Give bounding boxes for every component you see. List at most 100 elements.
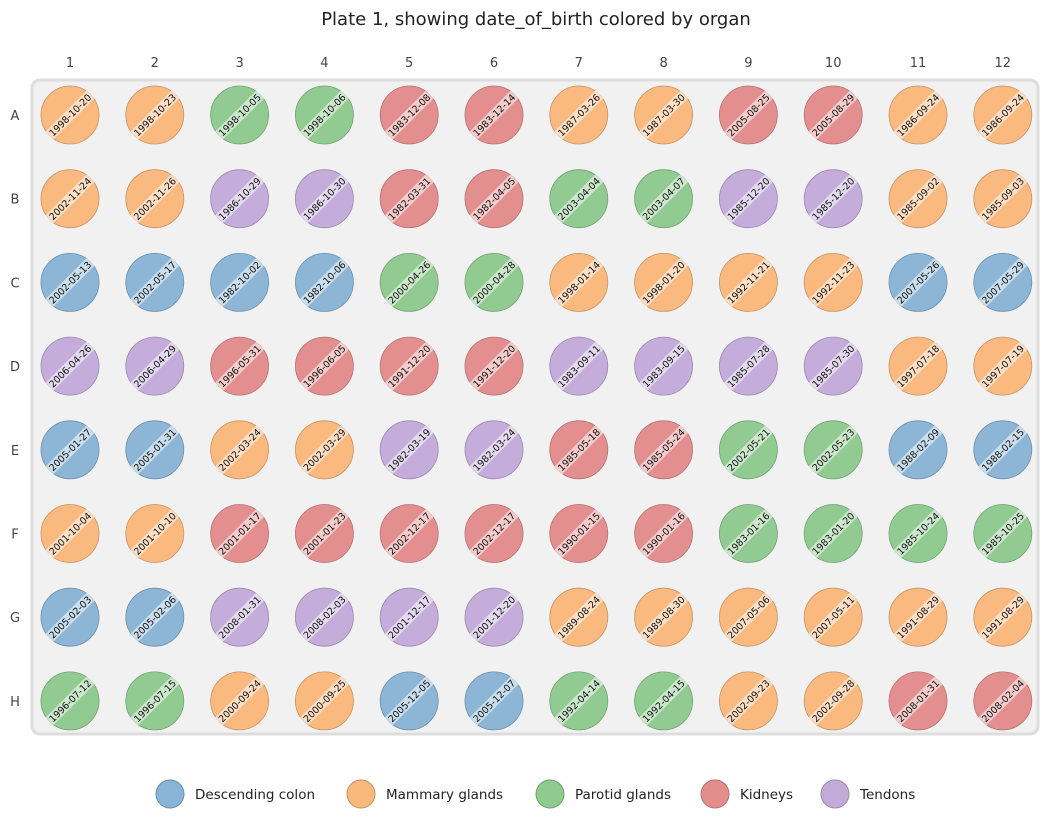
well-label-band: [978, 592, 1028, 642]
well-label-band: [723, 257, 774, 308]
column-label: 5: [405, 56, 413, 71]
well: 2002-09-28: [803, 671, 863, 731]
well: 2002-12-17: [379, 504, 439, 563]
well: 1985-09-03: [973, 169, 1033, 229]
well: 2001-01-17: [210, 504, 270, 563]
well-label-band: [384, 508, 434, 559]
well-label-band: [214, 508, 265, 559]
well: 2002-05-23: [803, 420, 863, 480]
row-label: C: [10, 276, 19, 291]
well: 2003-04-04: [549, 169, 609, 229]
well-label-band: [384, 173, 434, 224]
well-label-band: [723, 676, 774, 726]
well: 1985-12-20: [719, 169, 778, 229]
wells: 1998-10-20 1998-10-23 1998-10-05 1998-10-06…: [40, 85, 1033, 731]
well-label-band: [723, 90, 774, 140]
well: 1992-11-21: [719, 252, 778, 312]
well-label-band: [45, 173, 95, 224]
well: 2008-01-31: [210, 587, 270, 647]
well: 2007-05-29: [973, 252, 1033, 312]
well-label-band: [808, 341, 858, 391]
well: 1998-10-05: [210, 85, 270, 145]
well-label-band: [638, 676, 689, 726]
well-label-band: [469, 508, 519, 559]
legend-item: Tendons: [820, 779, 915, 809]
well: 1998-01-14: [549, 252, 609, 312]
well: 2002-05-21: [719, 420, 778, 480]
column-label: 1: [66, 56, 74, 71]
well-label-band: [45, 508, 95, 559]
well-label-band: [214, 676, 265, 726]
well: 2005-12-05: [379, 671, 439, 731]
well: 2005-02-06: [125, 587, 185, 647]
row-labels: A B C D E F G H: [10, 109, 20, 710]
well-label-band: [808, 90, 858, 140]
row-label: A: [11, 109, 20, 124]
well: 1987-03-26: [549, 85, 609, 145]
well: 1986-09-24: [973, 85, 1033, 145]
well: 1996-06-05: [294, 336, 354, 396]
well-label-band: [299, 90, 350, 140]
well: 2007-05-06: [719, 587, 778, 647]
well: 1982-03-19: [379, 420, 439, 480]
well-label-band: [638, 341, 689, 391]
well: 1988-02-15: [973, 420, 1033, 480]
well: 1985-10-24: [888, 504, 948, 563]
well-label-band: [554, 90, 604, 140]
well: 2005-01-31: [125, 420, 185, 480]
well-label-band: [893, 173, 943, 224]
well: 1998-01-20: [634, 252, 693, 312]
well-label-band: [978, 425, 1028, 475]
well-label-band: [554, 676, 604, 726]
well-label-band: [130, 592, 180, 642]
well-label-band: [808, 508, 858, 559]
well: 2008-02-04: [973, 671, 1033, 731]
column-label: 11: [910, 56, 927, 71]
well: 2007-05-26: [888, 252, 948, 312]
well: 1985-12-20: [803, 169, 863, 229]
well-label-band: [469, 90, 519, 140]
well: 1990-01-15: [549, 504, 609, 563]
well: 1991-08-29: [888, 587, 948, 647]
well-label-band: [214, 90, 265, 140]
well: 2006-04-26: [40, 336, 100, 396]
well-label-band: [554, 592, 604, 642]
well: 1983-09-15: [634, 336, 693, 396]
well: 1996-07-15: [125, 671, 185, 731]
well: 1983-12-08: [379, 85, 439, 145]
well-label-band: [638, 425, 689, 475]
column-label: 2: [151, 56, 159, 71]
well-label-band: [469, 173, 519, 224]
well: 2001-12-20: [464, 587, 524, 647]
well-label-band: [299, 173, 350, 224]
column-label: 7: [575, 56, 583, 71]
well-label-band: [45, 425, 95, 475]
well-label-band: [723, 592, 774, 642]
well: 2002-11-24: [40, 169, 100, 229]
well-label-band: [130, 90, 180, 140]
legend-label: Tendons: [859, 787, 915, 803]
well-label-band: [978, 173, 1028, 224]
well-label-band: [638, 508, 689, 559]
well: 1991-12-20: [379, 336, 439, 396]
well-label-band: [214, 257, 265, 308]
column-label: 10: [825, 56, 842, 71]
legend-label: Parotid glands: [575, 787, 671, 803]
well-label-band: [299, 425, 350, 475]
well: 2005-12-07: [464, 671, 524, 731]
well: 1992-04-15: [634, 671, 693, 731]
well-label-band: [554, 257, 604, 308]
well-label-band: [808, 425, 858, 475]
well: 2002-09-23: [719, 671, 778, 731]
row-label: B: [11, 193, 20, 208]
well-label-band: [638, 90, 689, 140]
well: 1987-03-30: [634, 85, 693, 145]
well: 1991-08-29: [973, 587, 1033, 647]
well: 2002-11-26: [125, 169, 185, 229]
column-label: 6: [490, 56, 498, 71]
well: 1989-08-30: [634, 587, 693, 647]
well-label-band: [130, 425, 180, 475]
well: 1988-02-09: [888, 420, 948, 480]
well: 1983-01-16: [719, 504, 778, 563]
well-label-band: [808, 592, 858, 642]
